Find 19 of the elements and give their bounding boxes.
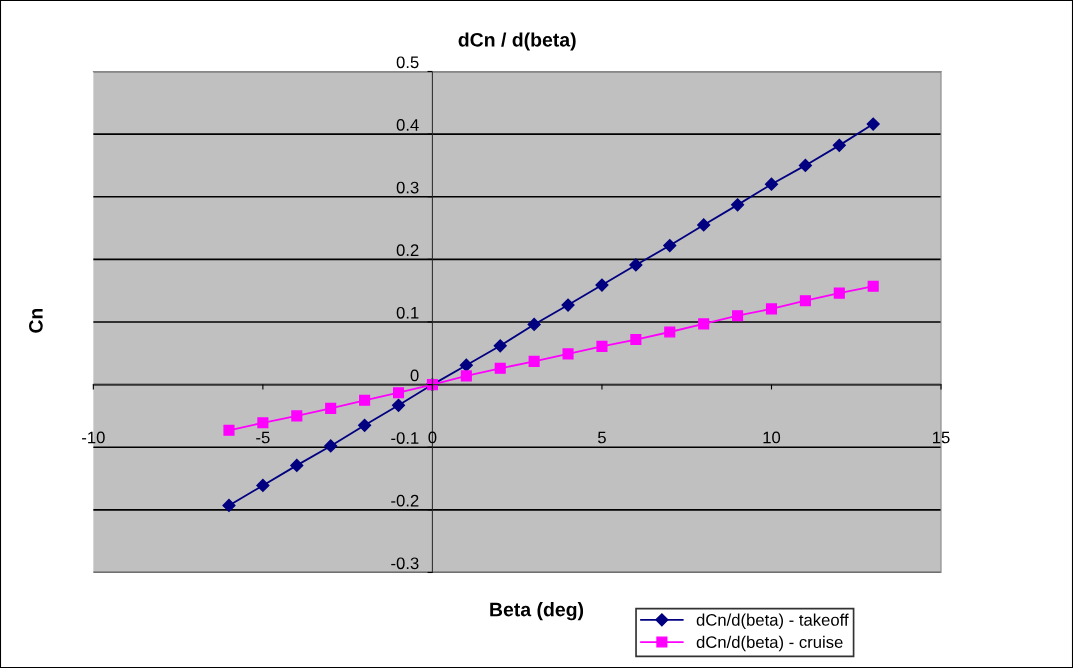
legend-label: dCn/d(beta) - takeoff [696,613,849,630]
y-tick-label: 0.3 [396,181,419,194]
y-tick-label: 0 [410,369,419,382]
x-tick-label: 15 [933,431,950,444]
y-tick-label: 0.2 [396,244,419,257]
y-axis-title: Cn [29,308,43,333]
y-tick-label: -0.3 [391,557,419,570]
y-tick-label: 0.5 [396,56,419,69]
chart-title: dCn / d(beta) [458,32,576,51]
y-tick-label: -0.2 [391,494,419,507]
y-tick-label: 0.4 [396,119,419,131]
x-tick-label: -5 [256,431,270,444]
x-axis-title: Beta (deg) [490,602,584,621]
x-tick-label: 10 [763,431,781,444]
x-tick-label: -10 [82,431,105,444]
y-tick-label: 0.1 [396,306,419,319]
y-tick-label: -0.1 [391,432,419,444]
x-tick-label: 5 [597,431,606,444]
legend-label: dCn/d(beta) - cruise [696,635,843,652]
